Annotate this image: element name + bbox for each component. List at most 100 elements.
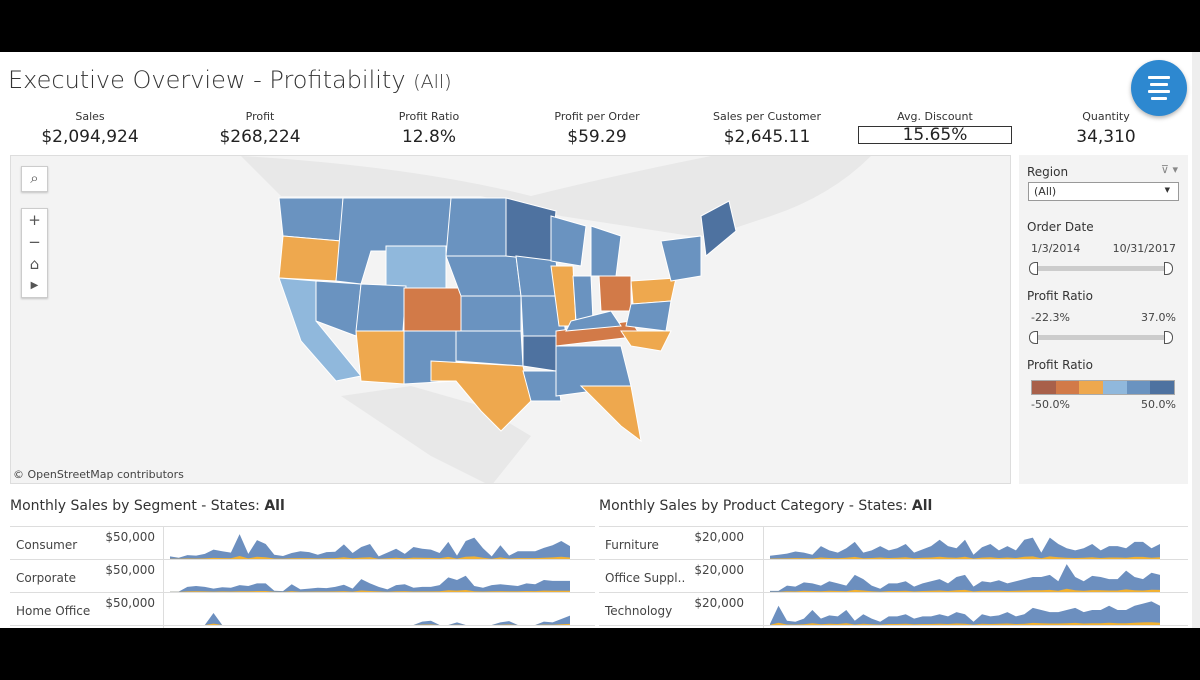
kpi-value: $2,094,924	[41, 127, 139, 147]
legend-title: Profit Ratio	[1027, 358, 1093, 372]
region-dropdown[interactable]: (All)	[1028, 182, 1179, 201]
legend-swatch	[1126, 381, 1151, 394]
sparkline-area[interactable]	[765, 593, 1170, 626]
series-row-home-office[interactable]: Home Office $50,000	[10, 593, 595, 626]
play-icon[interactable]: ▶	[30, 280, 39, 291]
legend-swatch	[1079, 381, 1104, 394]
profit-ratio-slider[interactable]	[1029, 331, 1173, 344]
state-nv[interactable]	[315, 280, 362, 337]
state-co[interactable]	[403, 287, 462, 332]
state-nc[interactable]	[620, 330, 672, 352]
order-date-min: 1/3/2014	[1031, 242, 1081, 255]
profit-ratio-max: 37.0%	[1141, 311, 1176, 324]
axis-tick-label: $50,000	[105, 596, 155, 610]
axis-divider	[163, 527, 164, 628]
state-va[interactable]	[625, 300, 672, 332]
title-bold: All	[911, 498, 933, 514]
kpi-avg-discount[interactable]: Avg. Discount 15.65%	[850, 110, 1020, 144]
sales-area	[770, 537, 1160, 559]
kpi-sales-per-customer[interactable]: Sales per Customer $2,645.11	[682, 110, 852, 147]
axis-tick-label: $50,000	[105, 563, 155, 577]
profit-ratio-min: -22.3%	[1031, 311, 1070, 324]
slider-handle-max[interactable]	[1164, 331, 1173, 344]
profit-ratio-legend	[1031, 380, 1175, 395]
series-row-corporate[interactable]: Corporate $50,000	[10, 560, 595, 593]
axis-tick-label: $20,000	[694, 563, 744, 577]
scrollbar[interactable]	[1192, 52, 1200, 628]
slider-handle-min[interactable]	[1029, 262, 1038, 275]
legend-swatch	[1150, 381, 1175, 394]
kpi-quantity[interactable]: Quantity 34,310	[1021, 110, 1191, 147]
state-ut[interactable]	[355, 283, 407, 332]
state-la[interactable]	[522, 370, 562, 402]
kpi-label: Profit Ratio	[398, 110, 460, 123]
series-row-technology[interactable]: Technology $20,000	[599, 593, 1188, 626]
state-wy[interactable]	[385, 245, 447, 289]
state-wi[interactable]	[550, 215, 587, 267]
title-text: Monthly Sales by Product Category - Stat…	[599, 498, 908, 514]
menu-button[interactable]	[1131, 60, 1187, 116]
map-search-button[interactable]: ⌕	[21, 166, 48, 192]
state-or[interactable]	[278, 235, 342, 282]
kpi-value: 15.65%	[858, 126, 1012, 144]
axis-tick-label: $20,000	[694, 530, 744, 544]
sparkline-area[interactable]	[165, 527, 580, 560]
state-in[interactable]	[572, 275, 594, 322]
state-oh[interactable]	[598, 275, 632, 312]
kpi-profit-ratio[interactable]: Profit Ratio 12.8%	[344, 110, 514, 147]
kpi-label: Quantity	[1082, 110, 1130, 123]
sparkline-area[interactable]	[765, 527, 1170, 560]
series-row-office-suppl-[interactable]: Office Suppl.. $20,000	[599, 560, 1188, 593]
state-wa[interactable]	[278, 197, 344, 242]
segment-chart-title: Monthly Sales by Segment - States: All	[10, 498, 285, 514]
kpi-sales[interactable]: Sales $2,094,924	[5, 110, 175, 147]
profit-area	[170, 623, 570, 625]
zoom-out-button[interactable]: −	[28, 233, 41, 251]
state-me-ne[interactable]	[700, 200, 737, 257]
legend-swatch	[1055, 381, 1080, 394]
state-mi[interactable]	[590, 225, 622, 277]
state-ks[interactable]	[460, 295, 522, 332]
search-icon: ⌕	[30, 169, 39, 187]
state-ky[interactable]	[565, 310, 622, 332]
kpi-profit[interactable]: Profit $268,224	[175, 110, 345, 147]
zoom-in-button[interactable]: +	[28, 211, 41, 229]
profit-ratio-label: Profit Ratio	[1027, 289, 1093, 303]
kpi-profit-per-order[interactable]: Profit per Order $59.29	[512, 110, 682, 147]
state-pa[interactable]	[630, 277, 677, 305]
map-toolbar: + − ⌂ ▶	[21, 208, 48, 298]
filters-panel: Region ⊽ ▾ (All) Order Date 1/3/2014 10/…	[1019, 155, 1188, 484]
title-text: Executive Overview - Profitability	[8, 66, 406, 94]
order-date-slider[interactable]	[1029, 262, 1173, 275]
state-ny[interactable]	[660, 235, 702, 282]
state-az[interactable]	[355, 330, 405, 385]
menu-icon	[1148, 76, 1170, 79]
kpi-label: Sales per Customer	[713, 110, 821, 123]
kpi-value: 12.8%	[401, 127, 456, 147]
state-fl[interactable]	[579, 385, 642, 443]
map-credit: © OpenStreetMap contributors	[13, 468, 184, 481]
sparkline-area[interactable]	[165, 560, 580, 593]
state-nd-sd[interactable]	[445, 197, 507, 257]
slider-handle-max[interactable]	[1164, 262, 1173, 275]
series-row-consumer[interactable]: Consumer $50,000	[10, 527, 595, 560]
sales-area	[770, 564, 1160, 592]
sparkline-area[interactable]	[165, 593, 580, 626]
kpi-label: Profit per Order	[554, 110, 640, 123]
order-date-label: Order Date	[1027, 220, 1094, 234]
segment-chart: Consumer $50,000 Corporate $50,000 Home Offi…	[10, 526, 595, 628]
legend-max: 50.0%	[1141, 398, 1176, 411]
us-state-map[interactable]	[11, 156, 1011, 484]
title-text: Monthly Sales by Segment - States:	[10, 498, 260, 514]
home-icon[interactable]: ⌂	[29, 255, 40, 273]
slider-handle-min[interactable]	[1029, 331, 1038, 344]
series-label: Technology	[605, 604, 673, 618]
sparkline-area[interactable]	[765, 560, 1170, 593]
state-ar[interactable]	[522, 335, 557, 372]
series-row-furniture[interactable]: Furniture $20,000	[599, 527, 1188, 560]
state-ok[interactable]	[455, 330, 524, 367]
profit-map[interactable]: ⌕ + − ⌂ ▶ © OpenStreetMap contributors	[10, 155, 1011, 484]
filter-icon[interactable]: ⊽ ▾	[1160, 163, 1178, 176]
profit-area	[170, 590, 570, 592]
sales-area	[170, 575, 570, 592]
